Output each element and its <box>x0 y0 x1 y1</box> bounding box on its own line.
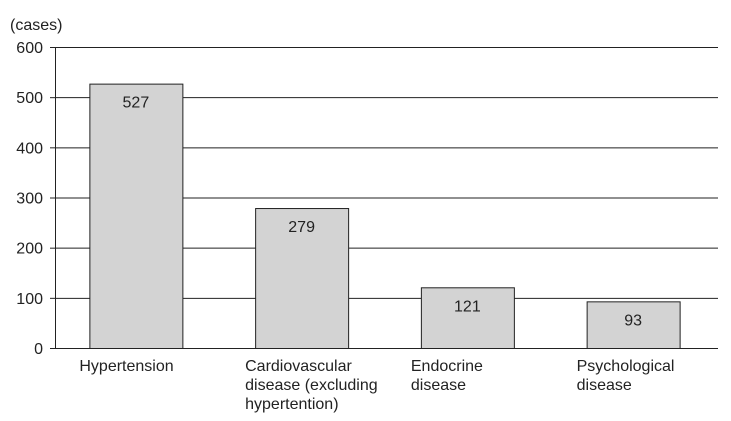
data-label: 93 <box>624 312 642 329</box>
category-label-line: disease <box>577 377 632 394</box>
y-axis-unit-label: (cases) <box>10 17 62 34</box>
data-label: 527 <box>123 95 150 112</box>
y-tick-label: 400 <box>16 140 43 157</box>
category-label-line: disease <box>411 377 466 394</box>
y-tick-label: 300 <box>16 191 43 208</box>
axes <box>55 47 718 349</box>
category-label: Hypertension <box>79 358 173 375</box>
bar <box>420 287 515 350</box>
bars <box>89 83 681 350</box>
category-label-line: Psychological <box>577 358 675 375</box>
category-label: Endocrine disease <box>411 358 483 394</box>
category-label: Psychological disease <box>577 358 675 394</box>
category-label: Cardiovascular disease (excluding hyperten… <box>245 358 378 413</box>
bar <box>586 301 681 349</box>
y-tick-label: 500 <box>16 90 43 107</box>
y-tick-label: 600 <box>16 40 43 57</box>
category-label-line: hypertention) <box>245 396 338 413</box>
y-tick-label: 0 <box>34 341 43 358</box>
x-axis-labels: Hypertension Cardiovascular disease (exclu… <box>79 358 674 413</box>
bar <box>89 83 184 349</box>
data-labels: 527 279 121 93 <box>123 95 643 330</box>
category-label-line: Hypertension <box>79 358 173 375</box>
category-label-line: Endocrine <box>411 358 483 375</box>
category-label-line: disease (excluding <box>245 377 378 394</box>
y-axis-ticks: 0 100 200 300 400 500 600 <box>16 40 55 358</box>
data-label: 121 <box>454 298 481 315</box>
y-tick-label: 200 <box>16 241 43 258</box>
y-tick-label: 100 <box>16 291 43 308</box>
data-label: 279 <box>288 219 315 236</box>
category-label-line: Cardiovascular <box>245 358 352 375</box>
